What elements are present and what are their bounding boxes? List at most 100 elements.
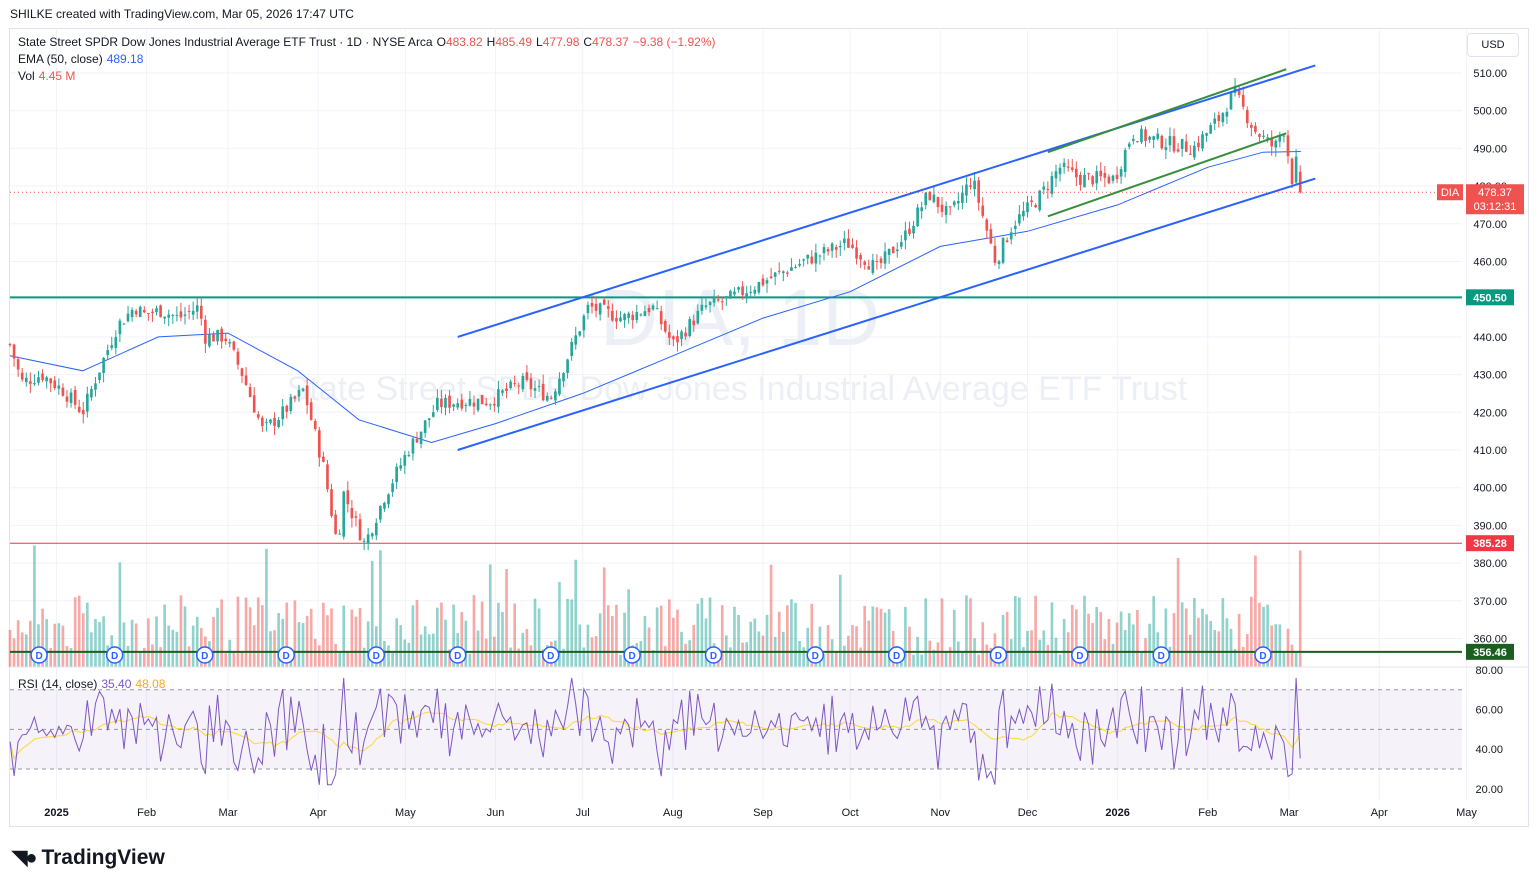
volume-bar <box>867 620 871 667</box>
volume-bar <box>501 612 504 667</box>
change-value: −9.38 (−1.92%) <box>632 35 716 49</box>
volume-bar <box>1046 644 1050 667</box>
candle-body <box>757 282 761 293</box>
volume-bar <box>1245 634 1249 667</box>
volume-bar <box>904 606 907 667</box>
candle-body <box>525 372 529 380</box>
volume-bar <box>277 613 280 667</box>
time-axis-tick: Mar <box>1280 807 1299 819</box>
volume-bar <box>720 605 724 667</box>
volume-bar <box>444 619 447 667</box>
candle-body <box>790 267 793 271</box>
candle-body <box>900 242 903 247</box>
volume-bar <box>558 581 561 667</box>
candle-body <box>167 314 171 318</box>
candle-body <box>985 219 989 231</box>
volume-bar <box>1148 623 1151 667</box>
volume-bar <box>1286 628 1290 667</box>
currency-button[interactable]: USD <box>1467 33 1519 57</box>
ema-label: EMA (50, close) <box>18 52 103 66</box>
volume-bar <box>1001 614 1005 667</box>
candle-body <box>973 180 976 190</box>
volume-bar <box>859 647 862 667</box>
volume-bar <box>521 632 525 667</box>
volume-bar <box>232 651 236 667</box>
time-axis-tick: Feb <box>137 807 156 819</box>
volume-bar <box>1111 644 1115 667</box>
candle-body <box>798 263 801 266</box>
volume-bar <box>53 623 57 667</box>
tradingview-logo[interactable]: ◥● TradingView <box>12 845 165 870</box>
candle-body <box>256 414 260 418</box>
volume-bar <box>1038 639 1042 667</box>
volume-bar <box>102 616 105 667</box>
candle-body <box>659 311 663 325</box>
candle-body <box>952 201 956 206</box>
candle-body <box>1070 167 1074 170</box>
candle-body <box>395 466 398 483</box>
volume-bar <box>216 607 219 667</box>
volume-bar <box>261 605 264 667</box>
channel-lower-line <box>457 177 1316 451</box>
candle-body <box>851 244 854 249</box>
candle-body <box>1140 128 1143 143</box>
volume-bar <box>696 603 700 667</box>
watermark-name: State Street SPDR Dow Jones Industrial A… <box>287 370 1188 408</box>
price-axis-tick: 360.00 <box>1473 634 1507 646</box>
candle-body <box>794 266 797 268</box>
candle-body <box>562 373 565 382</box>
candle-body <box>643 311 647 317</box>
volume-bar <box>488 564 492 667</box>
volume-bar <box>1294 652 1298 667</box>
volume-bar <box>403 639 407 667</box>
time-axis-tick: Aug <box>663 807 683 819</box>
time-axis-tick: Oct <box>842 807 859 819</box>
volume-bar <box>24 634 28 667</box>
last-price-value: 478.37 <box>1478 187 1512 199</box>
price-axis-tick: 510.00 <box>1473 68 1507 80</box>
volume-bar <box>623 612 626 667</box>
volume-bar <box>708 597 712 667</box>
volume-bar <box>928 640 932 667</box>
candle-body <box>611 311 614 321</box>
wedge-upper-line <box>1047 68 1287 154</box>
price-axis-tick: 470.00 <box>1473 219 1507 231</box>
candle-body <box>501 390 504 393</box>
candle-body <box>423 420 427 433</box>
candle-body <box>53 380 57 389</box>
volume-bar <box>798 640 801 667</box>
price-axis-tick: 430.00 <box>1473 370 1507 382</box>
time-axis-tick: Dec <box>1018 807 1038 819</box>
attribution-text: SHILKE created with TradingView.com, Mar… <box>10 7 354 21</box>
dividend-marker <box>806 646 825 664</box>
volume-bar <box>346 652 350 667</box>
candle-body <box>810 256 814 264</box>
candle-body <box>269 419 272 423</box>
candle-body <box>1095 171 1099 184</box>
candle-body <box>517 385 521 387</box>
candle-body <box>8 343 12 345</box>
candle-body <box>12 344 16 359</box>
candle-body <box>513 383 517 385</box>
candle-body <box>720 301 724 303</box>
candle-body <box>1262 135 1265 137</box>
time-axis-tick: 2026 <box>1105 807 1129 819</box>
volume-label: Vol <box>18 69 35 83</box>
volume-bar <box>704 618 708 667</box>
volume-bar <box>1091 622 1094 667</box>
candle-body <box>1172 136 1176 152</box>
volume-bar <box>90 632 93 667</box>
volume-bar <box>749 621 753 667</box>
candle-body <box>281 406 285 420</box>
volume-bar <box>879 608 883 667</box>
candle-body <box>1193 145 1196 158</box>
volume-bar <box>777 611 781 667</box>
volume-bar <box>1140 651 1143 667</box>
volume-bar <box>497 602 500 667</box>
volume-bar <box>981 622 985 667</box>
volume-bar <box>1050 602 1054 667</box>
volume-bar <box>586 624 590 667</box>
volume-bar <box>1070 604 1074 667</box>
candle-body <box>1168 136 1172 146</box>
